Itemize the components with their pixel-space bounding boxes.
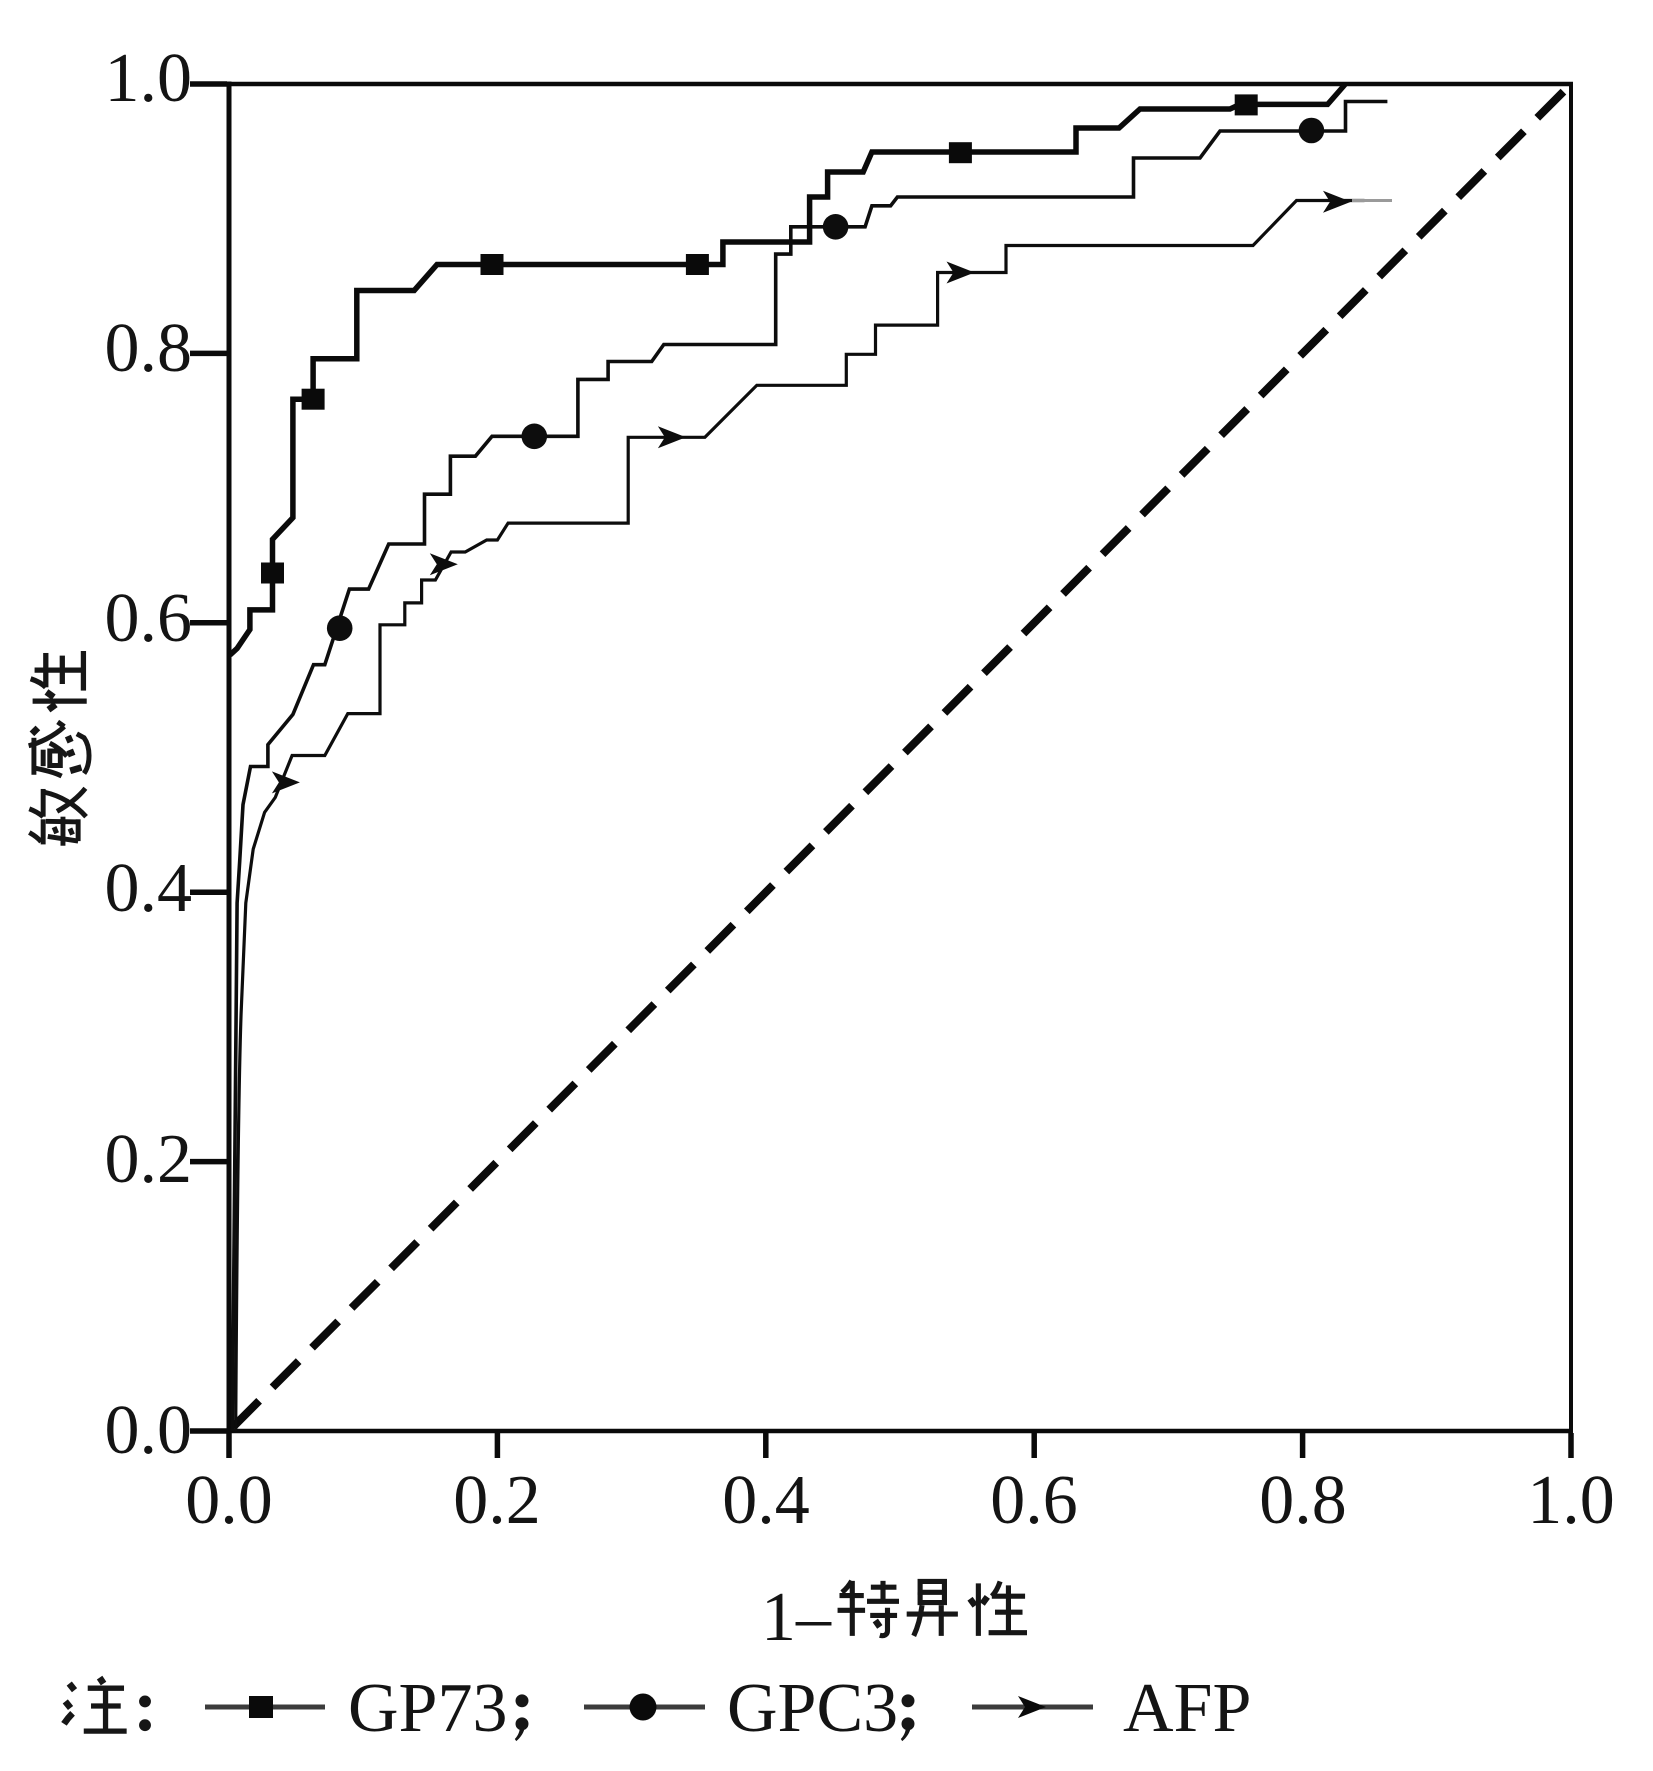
svg-text:GPC3: GPC3 [727,1670,898,1747]
svg-text:0.2: 0.2 [453,1462,541,1539]
svg-text:1.0: 1.0 [1527,1462,1615,1539]
svg-text:1–: 1– [761,1579,832,1656]
svg-text:AFP: AFP [1123,1670,1251,1747]
svg-text:0.4: 0.4 [105,850,193,927]
svg-text:0.0: 0.0 [105,1392,193,1469]
svg-text:0.8: 0.8 [1259,1462,1347,1539]
svg-text:0.6: 0.6 [990,1462,1078,1539]
svg-text:0.4: 0.4 [722,1462,810,1539]
svg-text:GP73: GP73 [348,1670,507,1747]
svg-text:0.2: 0.2 [105,1121,193,1198]
svg-text:1.0: 1.0 [105,40,193,117]
svg-text:0.0: 0.0 [185,1462,273,1539]
svg-text:0.6: 0.6 [105,580,193,657]
svg-text:0.8: 0.8 [105,310,193,387]
